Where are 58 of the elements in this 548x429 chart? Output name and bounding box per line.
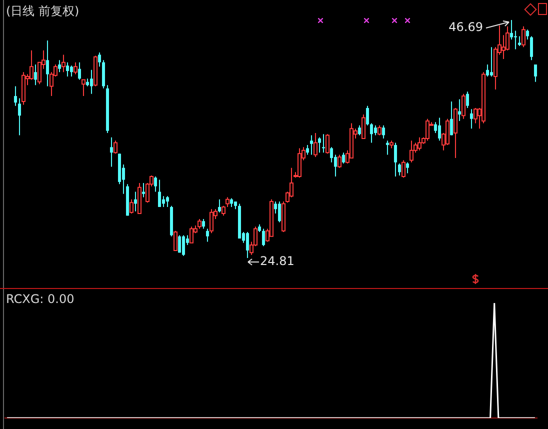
candlestick (278, 201, 281, 223)
candlestick (90, 69, 93, 94)
candlestick (98, 52, 101, 68)
candlestick (246, 232, 249, 258)
candlestick (450, 100, 453, 136)
candlestick (366, 105, 369, 126)
candlestick (490, 46, 493, 77)
chart-title: (日线 前复权) (6, 3, 80, 20)
candlestick (134, 191, 137, 212)
annotation: 24.81 (260, 254, 294, 268)
candlestick (182, 234, 185, 256)
candlestick (458, 98, 461, 122)
candlestick (470, 108, 473, 130)
chart-title: RCXG: 0.00 (6, 292, 74, 306)
candlestick (166, 196, 169, 208)
candlestick (110, 136, 113, 168)
candlestick (78, 62, 81, 80)
candlestick (206, 228, 209, 242)
candlestick (158, 179, 161, 208)
candlestick (18, 98, 21, 136)
candlestick (398, 162, 401, 176)
candlestick (514, 30, 517, 50)
candlestick (322, 134, 325, 154)
candlestick (262, 228, 265, 247)
candlestick (310, 134, 313, 156)
candlestick (142, 182, 145, 198)
candlestick (66, 62, 69, 77)
candlestick (102, 60, 105, 89)
candlestick (318, 136, 321, 154)
candlestick (14, 86, 17, 106)
candlestick (162, 196, 165, 208)
candlestick (510, 20, 513, 40)
candlestick (406, 162, 409, 174)
candlestick (178, 234, 181, 254)
candlestick (46, 40, 49, 87)
candlestick (534, 64, 537, 82)
candlestick (518, 36, 521, 46)
candlestick (386, 140, 389, 156)
candlestick (218, 198, 221, 213)
candlestick (330, 146, 333, 163)
candlestick (370, 122, 373, 144)
candlestick (202, 218, 205, 230)
annotation: 46.69 (448, 20, 484, 34)
candlestick (358, 124, 361, 136)
candlestick (70, 65, 73, 77)
candlestick (526, 29, 529, 40)
candlestick (342, 152, 345, 164)
candlestick (438, 117, 441, 142)
candlestick (530, 36, 533, 61)
candlestick (466, 91, 469, 108)
candlestick (394, 142, 397, 178)
candlestick (58, 60, 61, 73)
candlestick (34, 64, 37, 86)
candlestick (306, 144, 309, 156)
candlestick (154, 176, 157, 192)
candlestick (382, 124, 385, 139)
candlestick (486, 64, 489, 77)
candlestick (374, 124, 377, 136)
